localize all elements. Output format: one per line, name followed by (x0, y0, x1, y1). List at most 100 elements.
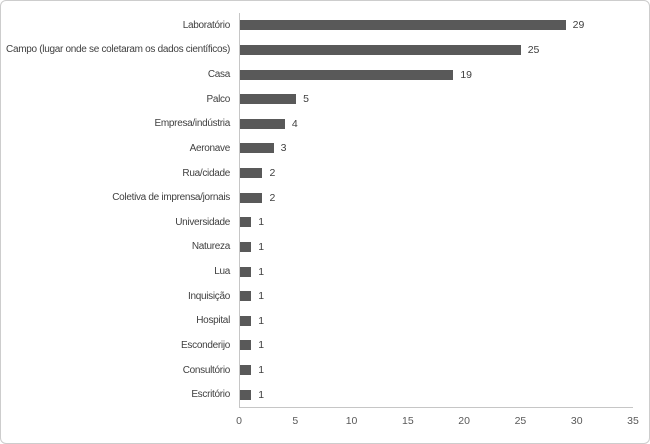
category-label-text: Aeronave (189, 142, 231, 154)
bar (240, 217, 252, 228)
bar-track: 4 (239, 111, 633, 137)
bar-track: 3 (239, 136, 633, 161)
x-axis: 0 5 10 15 20 25 30 35 (236, 407, 639, 434)
bar-track: 5 (239, 86, 633, 112)
value-label: 29 (572, 19, 585, 32)
bar (240, 143, 274, 154)
bar (240, 192, 263, 203)
value-label: 2 (269, 167, 276, 180)
bar-track: 1 (239, 210, 633, 235)
chart-row: Lua 1 (7, 259, 633, 284)
category-label: Palco (7, 94, 239, 105)
category-label: Natureza (7, 241, 239, 252)
chart-row: Rua/cidade 2 (7, 160, 633, 186)
bar-track: 1 (239, 308, 633, 334)
chart-row: Inquisição 1 (7, 283, 633, 309)
bar-track: 1 (239, 234, 633, 260)
bar (240, 118, 285, 129)
bar-track: 1 (239, 333, 633, 358)
category-label: Universidade (7, 217, 239, 228)
x-tick-label: 15 (402, 415, 414, 427)
category-label-text: Campo (lugar onde se coletaram os dados … (6, 44, 230, 56)
bar-track: 19 (239, 62, 633, 87)
value-label: 25 (527, 43, 540, 56)
bar (240, 69, 454, 80)
category-label-text: Lua (214, 266, 230, 278)
category-label: Laboratório (7, 20, 239, 31)
bar-track: 29 (239, 13, 633, 38)
category-label: Hospital (7, 315, 239, 326)
bar-track: 1 (239, 259, 633, 284)
category-label-text: Hospital (196, 315, 230, 327)
chart-row: Esconderijo 1 (7, 333, 633, 358)
bar-track: 1 (239, 382, 633, 407)
bar (240, 44, 521, 55)
x-tick-label: 30 (570, 415, 583, 427)
x-tick-label: 10 (345, 415, 358, 427)
category-label-text: Natureza (191, 241, 230, 253)
value-label: 2 (269, 191, 276, 204)
category-label-text: Palco (206, 93, 230, 105)
x-tick-label: 35 (627, 415, 639, 427)
value-label: 1 (258, 290, 265, 303)
bar (240, 168, 263, 179)
chart-row: Coletiva de imprensa/jornais 2 (7, 185, 633, 210)
bar-track: 25 (239, 37, 633, 63)
chart-row: Hospital 1 (7, 308, 633, 334)
bar-track: 2 (239, 160, 633, 186)
chart-row: Consultório 1 (7, 357, 633, 383)
category-label-text: Empresa/indústria (154, 118, 231, 130)
bar-track: 1 (239, 357, 633, 383)
x-tick-label: 25 (514, 415, 527, 427)
chart-row: Casa 19 (7, 62, 633, 87)
chart-row: Escritório 1 (7, 382, 633, 407)
bar-track: 1 (239, 283, 633, 309)
category-label-text: Escritório (191, 389, 230, 401)
category-label: Aeronave (7, 143, 239, 154)
chart-row: Campo (lugar onde se coletaram os dados … (6, 37, 633, 63)
value-label: 1 (258, 314, 265, 327)
bar (240, 365, 252, 376)
category-label-text: Inquisição (187, 290, 230, 302)
bar (240, 94, 297, 105)
bar (240, 315, 252, 326)
value-label: 1 (258, 265, 265, 278)
value-label: 4 (291, 117, 298, 130)
chart-row: Universidade 1 (7, 210, 633, 235)
category-label-text: Casa (207, 69, 230, 81)
bar (240, 340, 252, 351)
category-label: Casa (7, 69, 239, 80)
category-label-text: Laboratório (182, 19, 231, 31)
category-label: Inquisição (7, 291, 239, 302)
category-label: Coletiva de imprensa/jornais (7, 192, 239, 203)
chart-row: Laboratório 29 (7, 13, 633, 38)
category-label-text: Esconderijo (181, 339, 230, 351)
category-label: Rua/cidade (7, 168, 239, 179)
value-label: 1 (258, 388, 265, 401)
chart-row: Empresa/indústria 4 (7, 111, 633, 137)
value-label: 19 (460, 68, 473, 81)
category-label: Campo (lugar onde se coletaram os dados … (6, 44, 239, 56)
category-label: Empresa/indústria (7, 118, 239, 129)
bar (240, 20, 566, 31)
category-label-text: Consultório (182, 364, 231, 376)
chart-row: Aeronave 3 (7, 136, 633, 161)
category-label: Escritório (7, 389, 239, 400)
x-tick-label: 0 (236, 415, 242, 427)
value-label: 1 (258, 216, 265, 229)
bar (240, 389, 252, 400)
category-label: Esconderijo (7, 340, 239, 351)
x-tick-label: 20 (458, 415, 470, 427)
chart-row: Natureza 1 (7, 234, 633, 260)
bar-track: 2 (239, 185, 633, 210)
x-tick-label: 5 (292, 415, 299, 427)
value-label: 1 (258, 339, 265, 352)
category-label: Consultório (7, 365, 239, 376)
value-label: 1 (258, 364, 265, 377)
value-label: 5 (303, 93, 309, 106)
category-label: Lua (7, 266, 239, 277)
bar (240, 241, 252, 252)
value-label: 3 (280, 142, 287, 155)
bar (240, 291, 252, 302)
